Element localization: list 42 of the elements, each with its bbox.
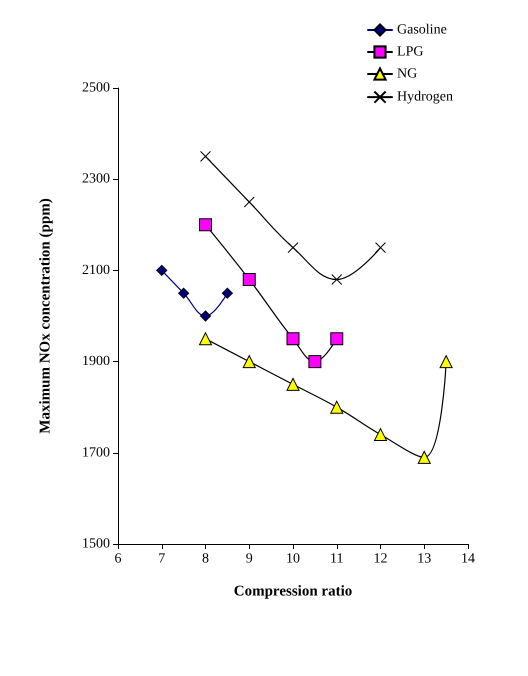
point (330, 400, 344, 414)
point (374, 428, 387, 442)
point (418, 450, 431, 464)
x-tick-label: 6 (114, 552, 122, 566)
point (178, 288, 190, 299)
x-tick-label: 13 (417, 552, 432, 566)
point (222, 288, 233, 299)
point (440, 355, 453, 368)
x-tick-label: 10 (286, 552, 300, 566)
x-tick-label: 11 (330, 552, 344, 566)
y-axis-title: Maximum NOx concentration (ppm) (38, 198, 54, 434)
point (286, 378, 300, 391)
point (200, 150, 211, 162)
point (242, 355, 256, 368)
y-tick-label: 1700 (82, 445, 110, 460)
y-tick-label: 1900 (82, 354, 110, 370)
legend-label: NG (397, 66, 418, 82)
point (244, 196, 255, 208)
point (242, 273, 256, 286)
legend-label: Gasoline (397, 22, 447, 38)
y-tick-label: 2500 (82, 80, 110, 96)
point (286, 332, 300, 346)
legend-label: LPG (397, 44, 424, 60)
y-tick-label: 1500 (82, 536, 110, 552)
x-tick-label: 7 (158, 552, 166, 566)
x-tick-label: 14 (461, 552, 475, 566)
legend-label: Hydrogen (397, 90, 454, 105)
point (308, 355, 322, 368)
point (199, 332, 212, 346)
point (156, 264, 168, 276)
point (330, 332, 344, 346)
point (375, 242, 386, 254)
y-tick-label: 2100 (82, 262, 110, 278)
x-tick-label: 8 (202, 552, 209, 566)
point (331, 274, 342, 286)
point (200, 310, 211, 322)
x-tick-label: 12 (374, 552, 388, 566)
y-tick-label: 2300 (82, 172, 110, 187)
x-axis-title: Compression ratio (234, 584, 352, 600)
point (199, 218, 212, 232)
x-tick-label: 9 (246, 552, 253, 566)
point (288, 242, 298, 254)
